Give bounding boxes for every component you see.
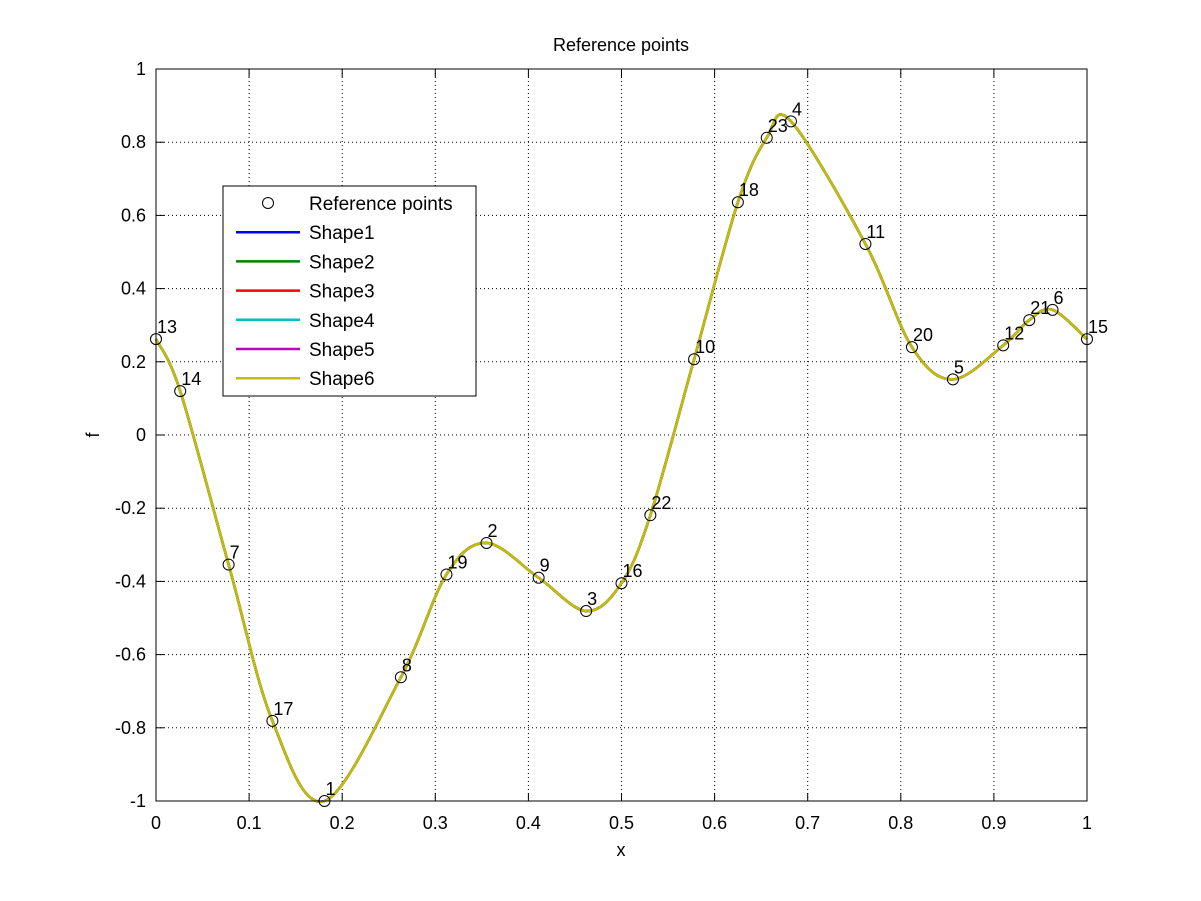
reference-point-label: 5 xyxy=(954,357,964,377)
y-tick-label: 0.2 xyxy=(121,352,146,372)
x-tick-label: 0.4 xyxy=(516,813,541,833)
reference-point-label: 23 xyxy=(768,116,788,136)
legend-label-shape6: Shape6 xyxy=(309,369,375,390)
reference-point-marker xyxy=(731,196,744,209)
reference-point-label: 16 xyxy=(623,561,643,581)
x-tick-label: 0.1 xyxy=(237,813,262,833)
reference-point-label: 8 xyxy=(402,655,412,675)
reference-point-label: 6 xyxy=(1054,288,1064,308)
y-tick-label: -0.8 xyxy=(115,718,146,738)
reference-point-marker xyxy=(222,558,235,571)
reference-point-marker xyxy=(760,131,773,144)
x-tick-label: 0.3 xyxy=(423,813,448,833)
reference-point-marker xyxy=(905,341,918,354)
y-tick-label: 0 xyxy=(136,425,146,445)
legend-label-shape3: Shape3 xyxy=(309,282,375,303)
x-tick-label: 0.6 xyxy=(702,813,727,833)
reference-point-label: 2 xyxy=(488,521,498,541)
reference-point-label: 10 xyxy=(695,337,715,357)
legend-label-shape4: Shape4 xyxy=(309,311,375,332)
x-tick-label: 1 xyxy=(1082,813,1092,833)
legend: Reference points Shape1 Shape2 Shape3 Shape4… xyxy=(222,185,477,397)
reference-point-marker xyxy=(644,509,657,522)
y-tick-label: 1 xyxy=(136,59,146,79)
x-tick-label: 0.9 xyxy=(981,813,1006,833)
x-tick-label: 0.5 xyxy=(609,813,634,833)
legend-label-shape5: Shape5 xyxy=(309,340,375,361)
reference-point-marker xyxy=(859,237,872,250)
reference-point-label: 7 xyxy=(230,543,240,563)
reference-point-marker xyxy=(174,385,187,398)
reference-markers xyxy=(150,115,1093,807)
x-tick-label: 0.2 xyxy=(330,813,355,833)
y-tick-label: 0.4 xyxy=(121,279,146,299)
reference-point-label: 21 xyxy=(1030,298,1050,318)
reference-point-label: 12 xyxy=(1004,323,1024,343)
y-tick-label: -0.4 xyxy=(115,571,146,591)
x-tick-label: 0 xyxy=(151,813,161,833)
y-tick-label: 0.8 xyxy=(121,132,146,152)
legend-label-reference-points: Reference points xyxy=(309,194,453,215)
reference-point-marker xyxy=(688,353,701,366)
x-axis-title: x xyxy=(617,840,626,860)
legend-label-shape2: Shape2 xyxy=(309,252,375,273)
shape-curves xyxy=(154,113,1088,803)
chart-title: Reference points xyxy=(553,35,689,55)
x-tick-label: 0.7 xyxy=(795,813,820,833)
reference-point-label: 22 xyxy=(651,493,671,513)
reference-point-marker xyxy=(580,605,593,618)
series-line-shape6 xyxy=(154,113,1088,803)
reference-point-marker xyxy=(266,714,279,727)
reference-point-marker xyxy=(532,571,545,584)
reference-point-marker xyxy=(1023,314,1036,327)
axis-ticks: 0 0.1 0.2 0.3 0.4 0.5 0.6 0.7 0.8 0.9 1 -1 -0.8 -0.6 -… xyxy=(115,59,1092,833)
reference-point-label: 15 xyxy=(1088,317,1108,337)
reference-point-label: 17 xyxy=(273,699,293,719)
reference-point-label: 4 xyxy=(792,99,802,119)
reference-point-marker xyxy=(615,577,628,590)
reference-point-label: 9 xyxy=(540,556,550,576)
reference-point-label: 11 xyxy=(866,222,885,242)
legend-marker-reference-points xyxy=(262,197,274,209)
x-tick-label: 0.8 xyxy=(888,813,913,833)
reference-point-label: 18 xyxy=(739,180,759,200)
reference-point-marker xyxy=(997,339,1010,352)
reference-point-marker xyxy=(784,115,797,128)
reference-point-marker xyxy=(946,373,959,386)
y-tick-label: -0.2 xyxy=(115,498,146,518)
reference-point-label: 19 xyxy=(447,552,467,572)
reference-point-marker xyxy=(394,671,407,684)
reference-point-label: 13 xyxy=(157,317,177,337)
y-tick-label: -1 xyxy=(130,791,146,811)
y-tick-label: 0.6 xyxy=(121,205,146,225)
reference-point-marker xyxy=(480,536,493,549)
reference-point-label: 20 xyxy=(913,325,933,345)
reference-point-label: 1 xyxy=(326,779,336,799)
reference-point-marker xyxy=(440,568,453,581)
y-tick-label: -0.6 xyxy=(115,645,146,665)
reference-point-marker xyxy=(1046,303,1059,316)
reference-point-label: 3 xyxy=(587,589,597,609)
reference-point-label: 14 xyxy=(181,369,201,389)
legend-label-shape1: Shape1 xyxy=(309,223,375,244)
y-axis-title: f xyxy=(83,432,103,438)
